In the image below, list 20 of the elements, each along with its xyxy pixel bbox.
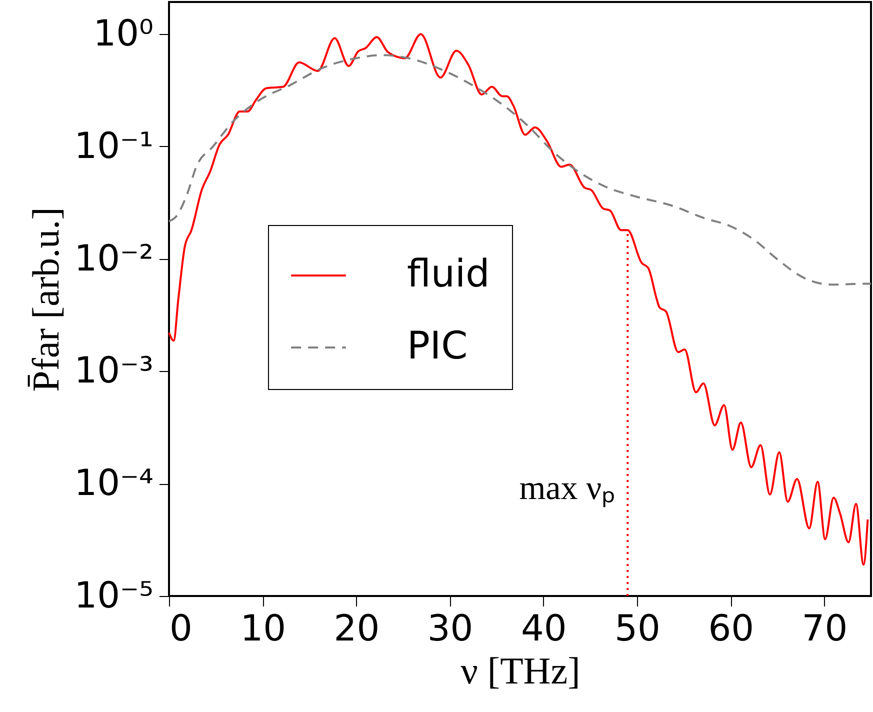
y-tick-label: 10⁻¹ [74, 126, 154, 167]
y-tick-label: 10⁻³ [74, 350, 154, 392]
y-tick-label: 10⁰ [93, 14, 154, 55]
x-tick-label: 70 [802, 608, 848, 650]
x-tick-label: 60 [708, 608, 754, 650]
ref-line-label: max νₚ [519, 470, 616, 508]
y-tick-label: 10⁻² [74, 238, 154, 280]
legend-label: fluid [407, 252, 490, 296]
x-axis-title: ν [THz] [460, 650, 580, 692]
y-tick-label: 10⁻⁵ [74, 576, 154, 616]
line-series [168, 54, 872, 286]
x-tick-label: 40 [520, 608, 567, 650]
x-tick-label: 30 [427, 608, 474, 650]
x-tick-label: 0 [170, 608, 192, 650]
y-axis-title: P̄far [arb.u.] [25, 207, 68, 392]
y-tick-label: 10⁻⁴ [74, 463, 154, 504]
x-tick-label: 20 [334, 608, 380, 650]
x-tick-label: 50 [614, 608, 660, 650]
legend-label: PIC [407, 324, 468, 368]
x-tick-label: 10 [240, 608, 286, 650]
